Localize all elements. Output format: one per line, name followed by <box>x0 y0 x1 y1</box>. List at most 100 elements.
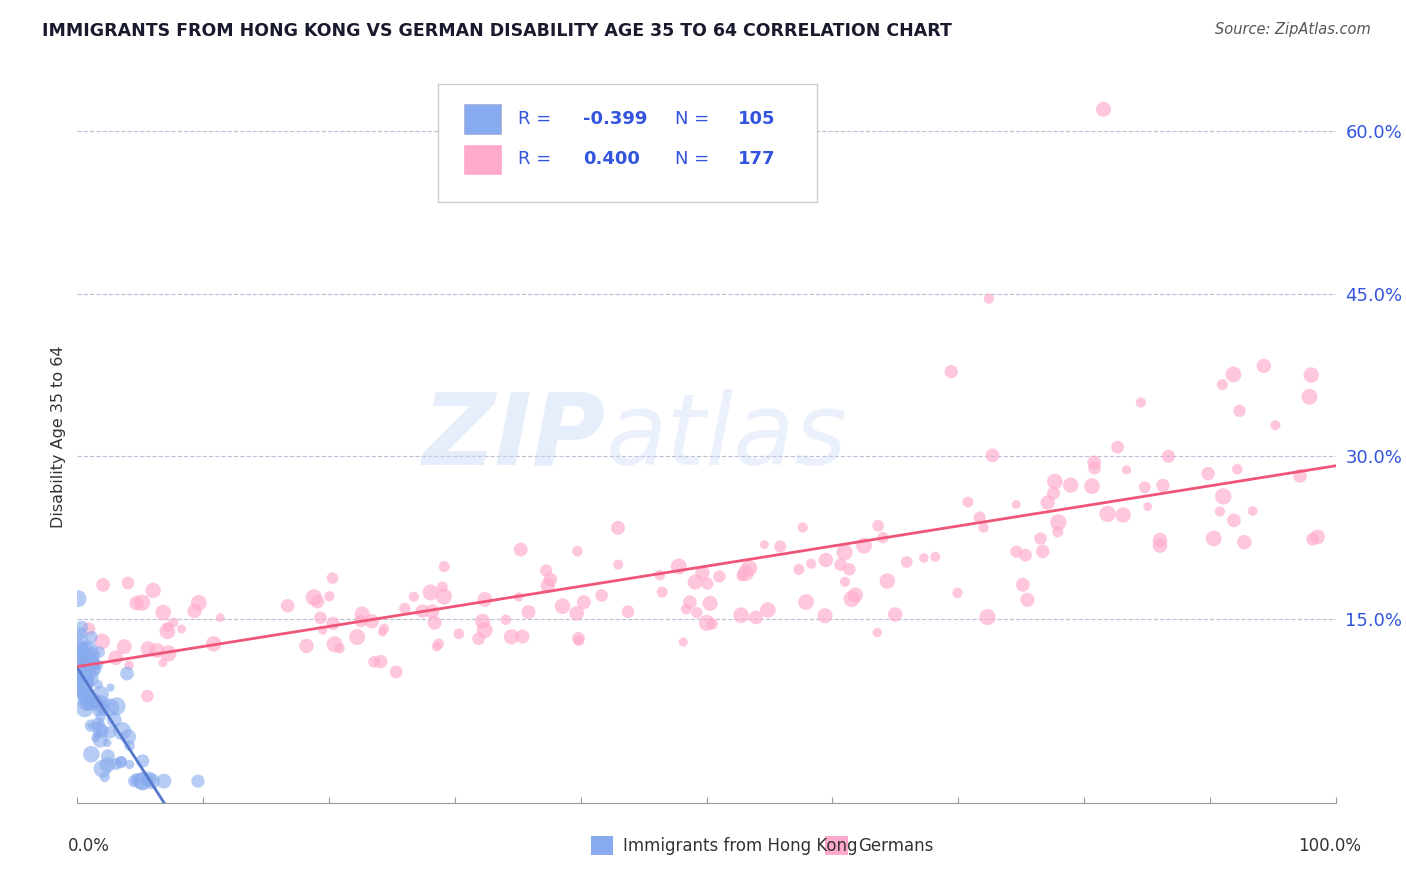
Point <box>838 562 860 576</box>
Point <box>83 663 105 677</box>
Point <box>738 561 761 575</box>
Point <box>1209 504 1232 518</box>
Point <box>80 719 103 733</box>
Point <box>117 576 139 591</box>
Point <box>75 685 97 699</box>
Point <box>67 648 90 662</box>
Point <box>90 710 112 724</box>
Point <box>115 666 138 681</box>
Point <box>307 594 329 608</box>
Point <box>617 605 640 619</box>
Point <box>89 688 111 702</box>
Text: Source: ZipAtlas.com: Source: ZipAtlas.com <box>1215 22 1371 37</box>
Point <box>83 693 105 707</box>
Point <box>1298 390 1320 404</box>
Point <box>87 727 110 741</box>
Point <box>1112 508 1135 522</box>
Text: 105: 105 <box>738 110 776 128</box>
Point <box>89 645 111 659</box>
Text: 177: 177 <box>738 150 776 168</box>
Point <box>73 639 96 653</box>
Point <box>98 725 121 739</box>
Point <box>696 615 718 630</box>
Point <box>841 592 863 607</box>
Point <box>152 606 174 620</box>
Point <box>754 538 776 552</box>
Point <box>876 574 898 588</box>
Point <box>447 627 470 641</box>
Point <box>1036 495 1059 509</box>
Point <box>321 571 343 585</box>
Text: ZIP: ZIP <box>423 389 606 485</box>
Point <box>537 578 560 592</box>
Point <box>1005 545 1028 559</box>
Point <box>411 604 433 618</box>
Point <box>731 569 754 583</box>
Point <box>363 655 385 669</box>
Point <box>423 615 446 630</box>
Point <box>1211 377 1233 392</box>
Point <box>1107 440 1129 454</box>
Point <box>323 637 346 651</box>
Text: R =: R = <box>517 150 551 168</box>
Point <box>82 657 104 671</box>
Point <box>118 757 141 772</box>
Point <box>1047 516 1070 530</box>
Point <box>87 704 110 718</box>
Point <box>679 595 702 609</box>
Point <box>73 673 96 688</box>
Point <box>420 605 443 619</box>
Point <box>77 699 100 714</box>
Point <box>91 724 114 739</box>
Point <box>1306 530 1329 544</box>
Point <box>75 656 97 670</box>
Point <box>112 640 135 654</box>
Point <box>89 733 111 747</box>
Point <box>67 591 90 606</box>
Point <box>866 625 889 640</box>
Point <box>402 590 425 604</box>
Point <box>80 689 103 703</box>
Point <box>709 569 731 583</box>
Point <box>295 639 318 653</box>
Point <box>651 585 673 599</box>
Point <box>90 698 112 712</box>
Point <box>70 672 93 686</box>
Point <box>66 660 89 674</box>
Point <box>80 747 103 761</box>
Point <box>97 749 120 764</box>
Point <box>111 724 134 739</box>
Point <box>70 626 93 640</box>
Point <box>800 557 823 571</box>
Point <box>110 756 132 770</box>
Point <box>89 723 111 737</box>
Point <box>1092 103 1115 117</box>
Point <box>141 774 163 789</box>
Point <box>277 599 299 613</box>
Point <box>124 774 146 789</box>
Point <box>67 638 90 652</box>
Point <box>69 675 91 690</box>
Point <box>1264 418 1286 433</box>
Point <box>976 610 998 624</box>
Point <box>814 608 837 623</box>
Point <box>1032 544 1054 558</box>
Point <box>91 578 114 592</box>
Point <box>432 580 454 594</box>
Point <box>66 649 89 664</box>
Point <box>91 762 114 776</box>
Text: N =: N = <box>675 110 709 128</box>
Point <box>591 589 613 603</box>
Point <box>1229 403 1251 417</box>
Point <box>572 595 595 609</box>
Point <box>565 607 588 621</box>
Point <box>77 657 100 671</box>
Point <box>96 758 118 772</box>
Point <box>125 771 148 785</box>
Point <box>87 716 110 731</box>
Point <box>209 610 232 624</box>
Point <box>77 685 100 699</box>
Point <box>350 614 373 628</box>
Point <box>75 695 97 709</box>
Point <box>969 510 991 524</box>
